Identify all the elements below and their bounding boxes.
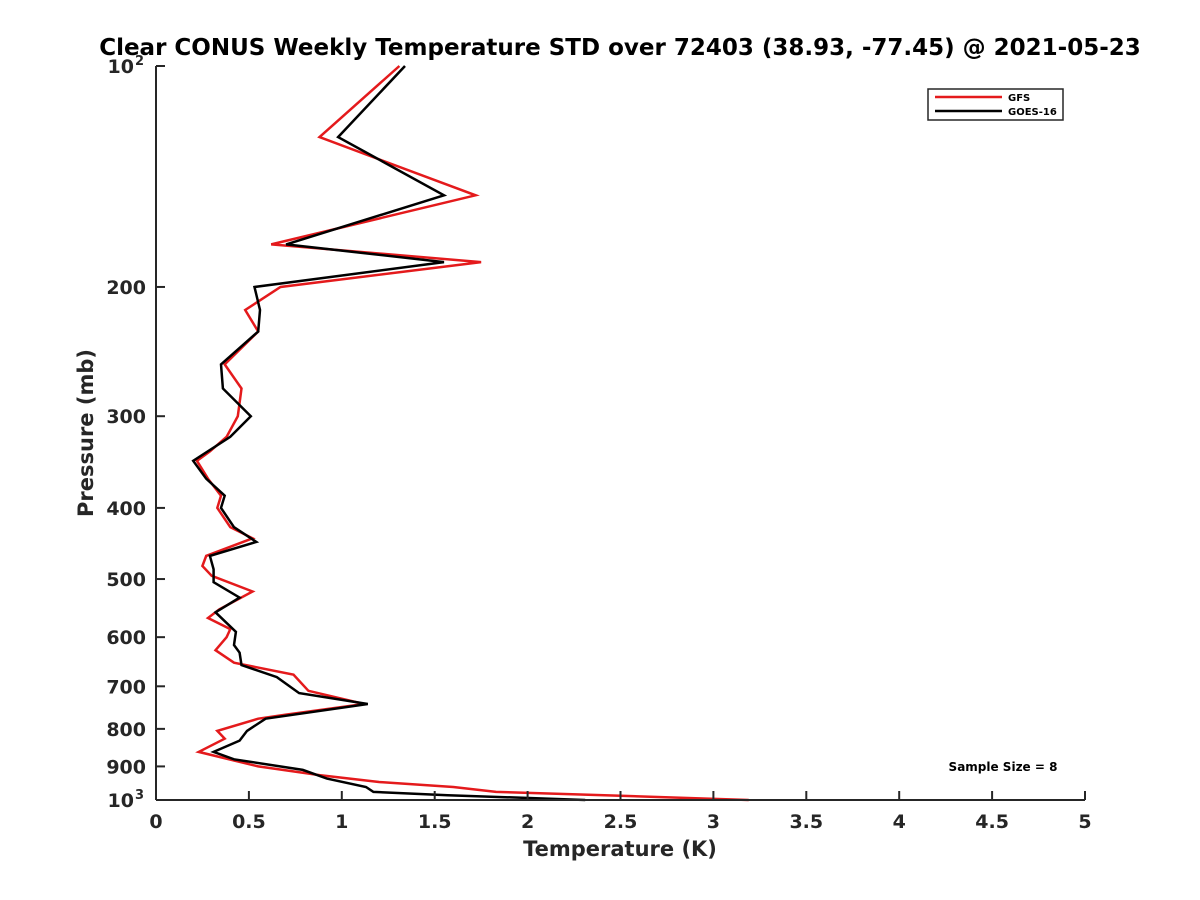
- y-tick-label: 400: [106, 498, 146, 520]
- chart-title: Clear CONUS Weekly Temperature STD over …: [99, 35, 1141, 61]
- series-line-gfs: [195, 65, 749, 802]
- series-line-goes-16: [191, 65, 586, 802]
- y-tick-label: 500: [106, 569, 146, 591]
- x-tick-label: 1.5: [418, 811, 452, 833]
- y-tick-label: 800: [106, 719, 146, 741]
- x-tick-label: 4.5: [975, 811, 1009, 833]
- x-tick-label: 0.5: [232, 811, 266, 833]
- y-axis-label: Pressure (mb): [74, 349, 98, 517]
- plot-area: [191, 65, 749, 802]
- x-tick-label: 4: [893, 811, 906, 833]
- y-tick-label: 600: [106, 627, 146, 649]
- legend-label: GFS: [1008, 93, 1030, 104]
- y-tick-exponent: 3: [135, 788, 144, 803]
- legend-box: [927, 88, 1064, 121]
- x-tick-label: 1: [335, 811, 348, 833]
- y-tick-label: 10: [108, 790, 134, 812]
- x-tick-label: 2: [521, 811, 534, 833]
- x-tick-label: 3: [707, 811, 720, 833]
- sample-size-annotation: Sample Size = 8: [949, 760, 1058, 774]
- x-tick-label: 5: [1078, 811, 1091, 833]
- y-tick-label: 300: [106, 406, 146, 428]
- x-axis-label: Temperature (K): [523, 837, 717, 861]
- x-tick-label: 3.5: [789, 811, 823, 833]
- y-tick-exponent: 2: [135, 54, 144, 69]
- y-tick-label: 900: [106, 756, 146, 778]
- y-tick-label: 200: [106, 277, 146, 299]
- axes: 0 0.5 1 1.5 2 2.5 3 3.5 4 4.5 510 22003004005006007…: [106, 54, 1091, 833]
- x-tick-label: 2.5: [604, 811, 638, 833]
- y-tick-label: 10: [108, 56, 134, 78]
- legend: GFS GOES-16: [927, 88, 1064, 121]
- y-tick-label: 700: [106, 676, 146, 698]
- legend-label: GOES-16: [1008, 107, 1057, 118]
- x-tick-label: 0: [149, 811, 162, 833]
